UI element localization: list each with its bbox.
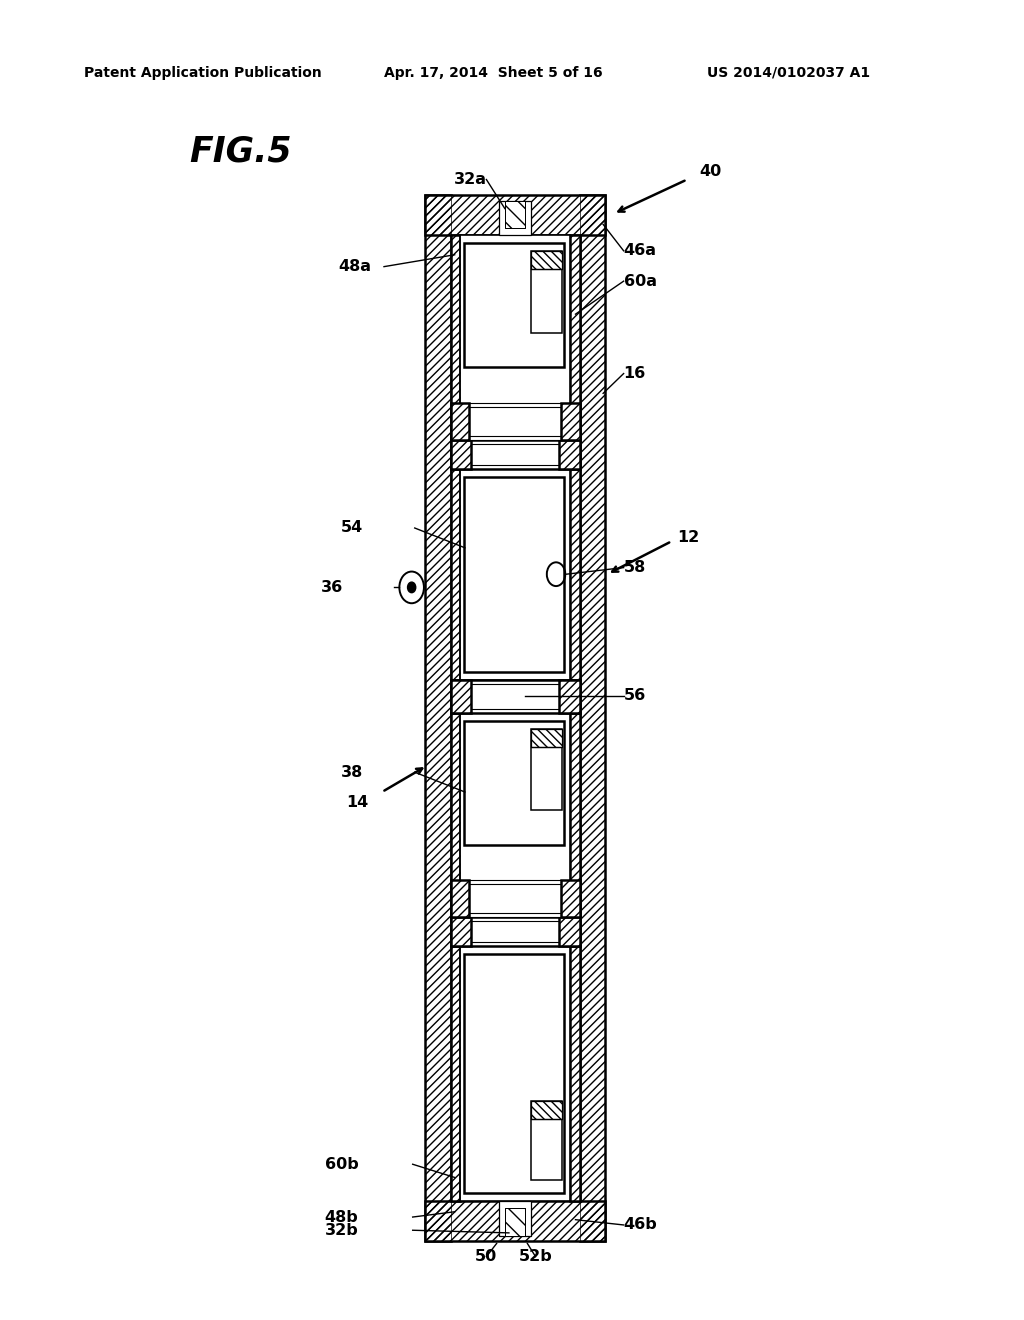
Bar <box>531 1101 562 1119</box>
Text: 48b: 48b <box>325 1209 358 1225</box>
Bar <box>451 680 471 713</box>
Bar <box>451 880 469 917</box>
Bar <box>451 917 471 946</box>
Bar <box>570 713 580 917</box>
Bar <box>425 1201 605 1241</box>
Bar <box>580 195 605 1241</box>
Bar <box>499 1201 531 1236</box>
Bar <box>561 880 580 917</box>
Bar <box>561 880 580 917</box>
Bar <box>531 251 562 269</box>
Bar <box>425 195 451 1241</box>
Bar <box>451 713 460 917</box>
Bar <box>469 403 561 440</box>
Text: US 2014/0102037 A1: US 2014/0102037 A1 <box>707 66 869 79</box>
Bar <box>559 680 580 713</box>
Bar <box>531 251 562 269</box>
Bar <box>425 195 605 235</box>
Bar <box>460 469 570 680</box>
Text: Patent Application Publication: Patent Application Publication <box>84 66 322 79</box>
Bar <box>464 243 564 367</box>
Bar <box>559 680 580 713</box>
Text: 56: 56 <box>624 688 646 704</box>
Bar <box>451 917 471 946</box>
Bar <box>451 440 471 469</box>
Text: 60b: 60b <box>325 1156 358 1172</box>
Bar <box>464 477 564 672</box>
Bar <box>531 1101 562 1180</box>
Bar <box>451 403 469 440</box>
Bar <box>570 469 580 680</box>
Bar <box>464 721 564 845</box>
Text: 60a: 60a <box>624 273 656 289</box>
Text: 54: 54 <box>341 520 364 536</box>
Bar <box>505 1208 525 1236</box>
Bar <box>451 235 460 440</box>
Bar <box>531 251 562 333</box>
Text: 52b: 52b <box>519 1249 552 1265</box>
Text: 46a: 46a <box>624 243 656 259</box>
Bar <box>531 729 562 747</box>
Bar <box>505 201 525 228</box>
Bar <box>561 403 580 440</box>
Text: 16: 16 <box>624 366 646 381</box>
Text: 32b: 32b <box>325 1222 358 1238</box>
Bar <box>505 201 525 228</box>
Bar <box>451 917 580 946</box>
Bar <box>425 195 451 1241</box>
Text: 58: 58 <box>624 560 646 576</box>
Bar <box>531 729 562 810</box>
Bar <box>505 1208 525 1236</box>
Bar <box>570 713 580 917</box>
Bar <box>559 917 580 946</box>
Text: Apr. 17, 2014  Sheet 5 of 16: Apr. 17, 2014 Sheet 5 of 16 <box>384 66 603 79</box>
Bar <box>559 440 580 469</box>
Bar <box>559 917 580 946</box>
Bar <box>561 403 580 440</box>
Text: 36: 36 <box>321 579 343 595</box>
Bar <box>451 713 460 917</box>
Bar <box>460 235 570 440</box>
Bar <box>451 469 460 680</box>
Bar <box>559 440 580 469</box>
Bar <box>460 946 570 1201</box>
Bar <box>451 946 460 1201</box>
Bar <box>451 440 580 469</box>
Bar <box>451 469 460 680</box>
Bar <box>570 235 580 440</box>
Bar <box>580 195 605 1241</box>
Bar <box>451 946 460 1201</box>
Bar <box>570 469 580 680</box>
Bar <box>451 680 580 713</box>
Text: 40: 40 <box>699 164 722 180</box>
Bar <box>451 403 469 440</box>
Bar <box>570 235 580 440</box>
Text: FIG.5: FIG.5 <box>189 135 292 169</box>
Text: 38: 38 <box>341 764 364 780</box>
Text: 14: 14 <box>346 795 369 810</box>
Text: 32a: 32a <box>454 172 486 187</box>
Bar <box>460 713 570 917</box>
Bar <box>425 195 605 235</box>
Text: 12: 12 <box>677 529 699 545</box>
Bar <box>451 235 460 440</box>
Bar <box>499 201 531 235</box>
Bar <box>570 946 580 1201</box>
Text: 50: 50 <box>475 1249 498 1265</box>
Bar <box>425 1201 605 1241</box>
Bar <box>451 680 471 713</box>
Circle shape <box>408 582 416 593</box>
Text: 46b: 46b <box>624 1217 657 1233</box>
Bar <box>531 1101 562 1119</box>
Bar <box>531 729 562 747</box>
Bar <box>451 880 469 917</box>
Bar <box>464 954 564 1193</box>
Bar <box>570 946 580 1201</box>
Bar <box>469 880 561 917</box>
Text: 48a: 48a <box>338 259 371 275</box>
Bar <box>451 440 471 469</box>
